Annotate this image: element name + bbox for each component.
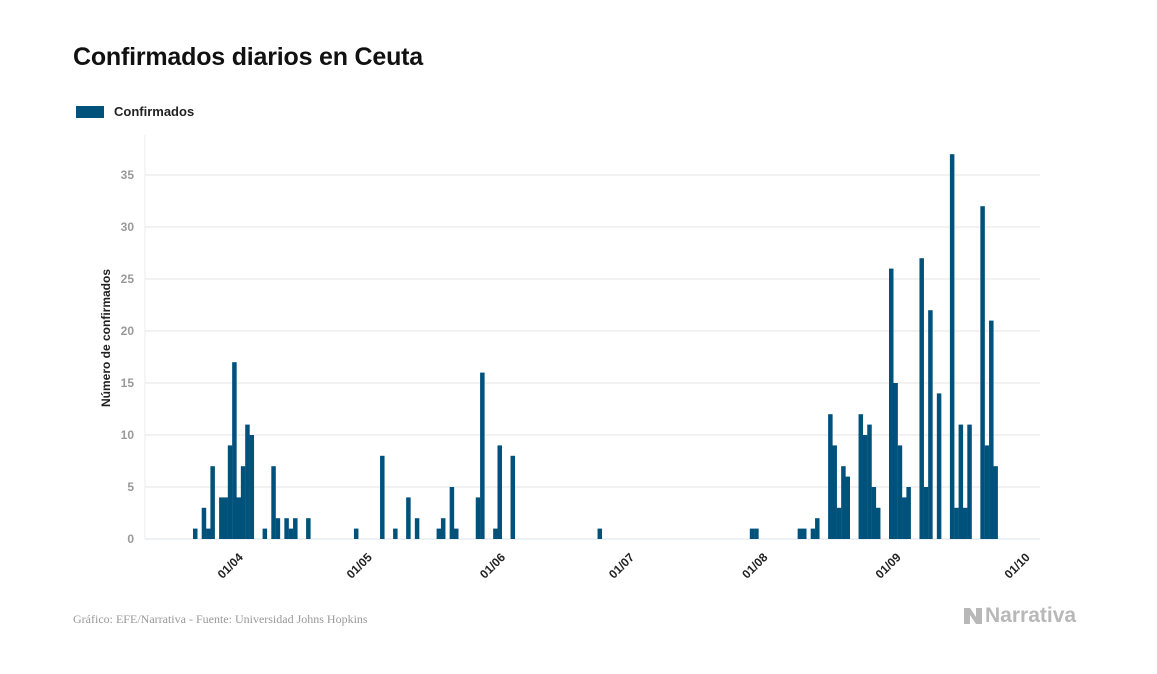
bar (236, 497, 241, 539)
y-tick-label: 5 (127, 480, 134, 494)
x-tick-label: 01/07 (606, 550, 637, 581)
bar (597, 528, 603, 539)
bar (984, 445, 990, 539)
bar (380, 455, 385, 539)
bar (232, 362, 237, 539)
bar (271, 466, 276, 539)
bar (440, 518, 446, 539)
bar (845, 476, 850, 539)
bar (393, 528, 398, 539)
bar (858, 414, 864, 539)
y-tick-label: 30 (121, 220, 135, 234)
y-tick-label: 20 (121, 324, 135, 338)
y-tick-label: 15 (121, 376, 135, 390)
bar (897, 445, 903, 539)
bar (249, 435, 255, 539)
bar (962, 507, 968, 539)
bar (193, 528, 198, 539)
bar (219, 497, 224, 539)
narrativa-logo-icon (964, 608, 982, 624)
bar (836, 507, 842, 539)
logo-text: Narrativa (985, 604, 1077, 627)
bar (245, 424, 250, 539)
bar (475, 497, 481, 539)
bar (902, 497, 907, 539)
chart-title: Confirmados diarios en Ceuta (73, 43, 424, 71)
bar (815, 518, 820, 539)
y-tick-label: 25 (121, 272, 135, 286)
bar (954, 507, 959, 539)
bar (449, 487, 455, 539)
bar (871, 487, 877, 539)
legend: Confirmados (76, 104, 194, 119)
bar (480, 372, 485, 539)
bar (875, 507, 881, 539)
y-tick-label: 0 (127, 532, 134, 546)
bar (284, 518, 289, 539)
bar (262, 528, 268, 539)
bar (288, 528, 294, 539)
bar (958, 424, 964, 539)
bar (841, 466, 846, 539)
bar (919, 258, 924, 539)
bar (980, 206, 985, 539)
bar (810, 528, 816, 539)
bar (275, 518, 281, 539)
bar (949, 154, 955, 539)
bar (210, 466, 215, 539)
bar (928, 310, 933, 539)
bar (923, 487, 929, 539)
narrativa-logo: Narrativa (963, 604, 1076, 628)
bar (993, 466, 998, 539)
bar (802, 528, 807, 539)
legend-label: Confirmados (114, 104, 195, 119)
bar (414, 518, 420, 539)
bar (201, 507, 207, 539)
y-tick-label: 10 (121, 428, 135, 442)
legend-swatch (76, 105, 104, 118)
bar (867, 424, 872, 539)
bar (906, 487, 911, 539)
bar (936, 393, 942, 539)
bar (832, 445, 837, 539)
bar (306, 518, 311, 539)
bar (493, 528, 498, 539)
bar (797, 528, 803, 539)
bar (862, 435, 868, 539)
bar (754, 528, 759, 539)
bar (828, 414, 833, 539)
bar (967, 424, 972, 539)
y-tick-label: 35 (121, 168, 135, 182)
bar (353, 528, 359, 539)
bar (989, 320, 994, 539)
source-note: Gráfico: EFE/Narrativa - Fuente: Univers… (73, 612, 368, 626)
x-tick-label: 01/06 (477, 550, 508, 581)
x-tick-label: 01/05 (344, 550, 375, 581)
bar (436, 528, 442, 539)
x-tick-label: 01/09 (873, 550, 904, 581)
bar (893, 383, 898, 539)
bar (749, 528, 755, 539)
bar (510, 455, 516, 539)
bar (497, 445, 502, 539)
bar (240, 466, 246, 539)
bar (206, 528, 211, 539)
y-axis-label: Número de confirmados (99, 269, 113, 407)
bar (293, 518, 298, 539)
x-tick-label: 01/10 (1002, 550, 1033, 581)
bar (223, 497, 228, 539)
x-tick-label: 01/08 (739, 550, 770, 581)
bar (227, 445, 233, 539)
bar (889, 268, 894, 539)
bar (454, 528, 459, 539)
bar (406, 497, 411, 539)
x-tick-label: 01/04 (215, 550, 246, 581)
